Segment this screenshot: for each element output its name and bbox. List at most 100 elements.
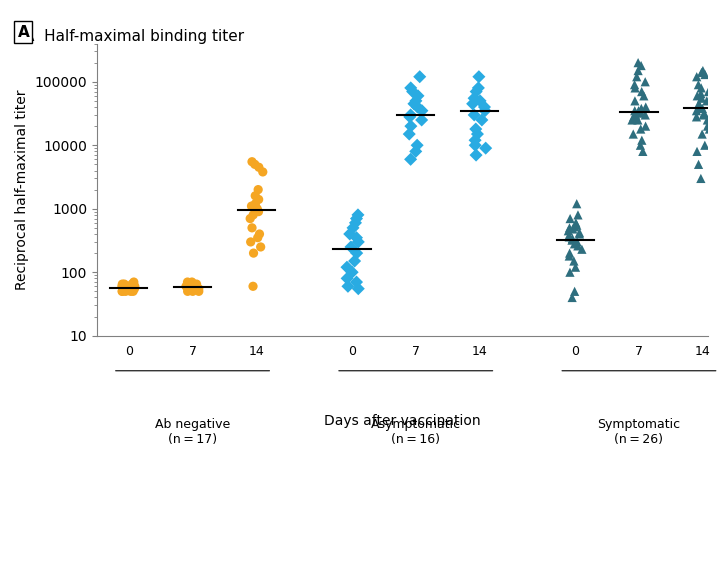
- X-axis label: Days after vaccination: Days after vaccination: [324, 414, 481, 428]
- Point: [696, 104, 708, 113]
- Point: [191, 284, 203, 293]
- Point: [629, 80, 640, 89]
- Point: [690, 112, 702, 121]
- Point: [695, 103, 706, 112]
- Point: [470, 141, 481, 150]
- Point: [404, 112, 415, 121]
- Point: [637, 147, 648, 156]
- Point: [412, 91, 424, 100]
- Point: [635, 124, 647, 133]
- Point: [566, 293, 578, 302]
- Point: [410, 96, 422, 105]
- Point: [701, 96, 713, 105]
- Point: [570, 218, 582, 227]
- Point: [563, 251, 575, 260]
- Point: [127, 282, 139, 291]
- Point: [124, 284, 136, 293]
- Point: [245, 202, 257, 211]
- Point: [633, 106, 645, 115]
- Point: [635, 109, 647, 118]
- Point: [629, 96, 641, 105]
- Point: [570, 263, 582, 272]
- Point: [248, 282, 259, 291]
- Point: [348, 256, 360, 266]
- Point: [250, 199, 261, 208]
- Point: [467, 99, 478, 108]
- Text: A  Half-maximal binding titer: A Half-maximal binding titer: [23, 29, 244, 44]
- Point: [351, 214, 362, 223]
- Point: [576, 245, 587, 254]
- Point: [187, 279, 199, 288]
- Point: [118, 279, 130, 288]
- Point: [184, 284, 196, 293]
- Point: [129, 282, 141, 291]
- Point: [252, 233, 264, 242]
- Point: [128, 282, 139, 291]
- Point: [693, 80, 704, 89]
- Point: [468, 111, 480, 120]
- Point: [342, 282, 354, 291]
- Point: [341, 263, 353, 272]
- Point: [566, 234, 578, 243]
- Point: [125, 287, 136, 296]
- Point: [246, 157, 258, 166]
- Point: [120, 287, 131, 296]
- Point: [563, 231, 575, 240]
- Point: [476, 115, 488, 124]
- Point: [351, 249, 362, 258]
- Point: [566, 235, 578, 245]
- Point: [568, 239, 580, 249]
- Point: [350, 218, 362, 227]
- Point: [703, 87, 714, 96]
- Point: [569, 222, 581, 231]
- Point: [470, 150, 482, 160]
- Point: [347, 223, 359, 233]
- Point: [702, 121, 714, 131]
- Point: [628, 112, 640, 121]
- Point: [253, 207, 264, 216]
- Point: [182, 278, 193, 287]
- Point: [627, 115, 638, 124]
- Point: [636, 87, 648, 96]
- Point: [193, 287, 205, 296]
- Point: [187, 282, 199, 291]
- Point: [184, 279, 196, 288]
- Text: Symptomatic
(n = 26): Symptomatic (n = 26): [597, 417, 680, 446]
- Point: [640, 111, 651, 120]
- Point: [569, 287, 581, 296]
- Point: [345, 242, 356, 251]
- Point: [564, 249, 576, 258]
- Point: [408, 99, 420, 108]
- Point: [564, 214, 576, 223]
- Point: [691, 91, 703, 100]
- Point: [696, 83, 707, 92]
- Point: [693, 99, 705, 108]
- Point: [193, 284, 205, 293]
- Point: [629, 83, 641, 92]
- Point: [353, 237, 364, 246]
- Point: [405, 111, 417, 120]
- Text: Asymptomatic
(n = 16): Asymptomatic (n = 16): [371, 417, 461, 446]
- Point: [695, 89, 706, 98]
- Point: [253, 185, 264, 194]
- Point: [635, 104, 647, 113]
- Point: [253, 195, 264, 204]
- Point: [250, 191, 261, 200]
- Point: [696, 129, 708, 139]
- Point: [412, 103, 423, 112]
- Point: [190, 282, 202, 291]
- Point: [697, 66, 709, 75]
- Point: [572, 241, 584, 250]
- Point: [632, 66, 644, 75]
- Point: [116, 287, 128, 296]
- Point: [640, 77, 651, 86]
- Point: [412, 141, 423, 150]
- Point: [701, 115, 713, 124]
- Point: [253, 230, 265, 239]
- Point: [245, 214, 256, 223]
- Point: [630, 111, 642, 120]
- Point: [479, 106, 491, 115]
- Point: [631, 72, 643, 82]
- Point: [405, 155, 417, 164]
- Point: [469, 136, 481, 145]
